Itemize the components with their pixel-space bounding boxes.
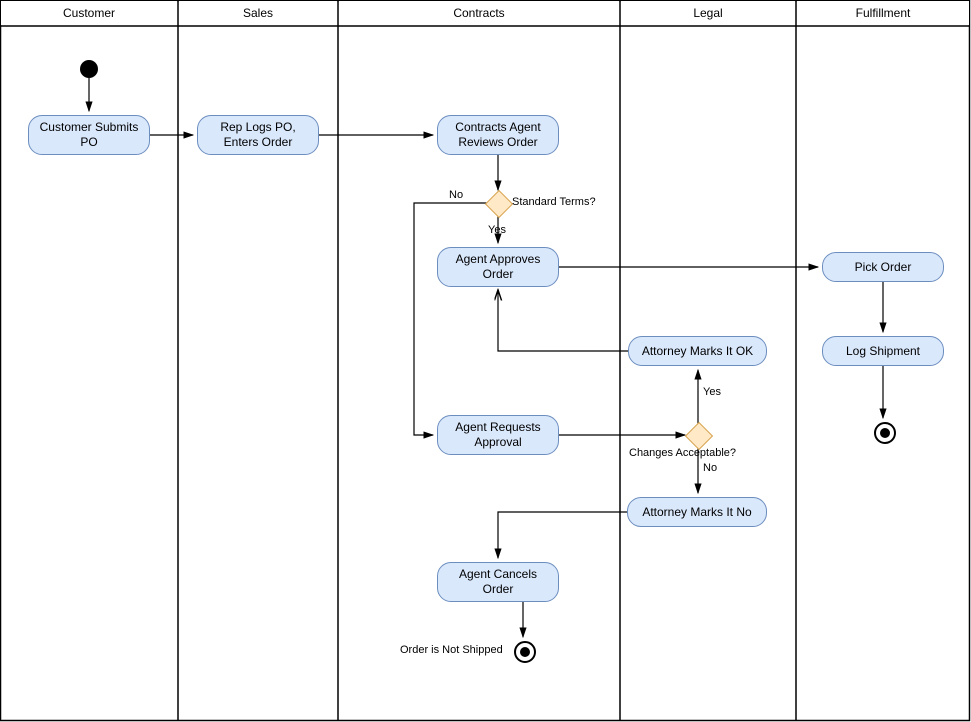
node-marks-ok: Attorney Marks It OK xyxy=(628,336,767,366)
label-no-1: No xyxy=(449,189,463,201)
end-node-fulfillment xyxy=(874,422,896,444)
start-node xyxy=(80,60,98,78)
label-standard-terms: Standard Terms? xyxy=(512,196,596,208)
lane-header-customer: Customer xyxy=(1,1,177,25)
swimlane-diagram: Customer Sales Contracts Legal Fulfillme… xyxy=(0,0,971,722)
label-yes-2: Yes xyxy=(703,386,721,398)
lane-header-sales: Sales xyxy=(179,1,337,25)
node-customer-submits: Customer Submits PO xyxy=(28,115,150,155)
node-marks-no: Attorney Marks It No xyxy=(627,497,767,527)
node-cancel-order: Agent Cancels Order xyxy=(437,562,559,602)
label-no-2: No xyxy=(703,462,717,474)
node-approve-order: Agent Approves Order xyxy=(437,247,559,287)
node-requests-approval: Agent Requests Approval xyxy=(437,415,559,455)
node-pick-order: Pick Order xyxy=(822,252,944,282)
lane-header-fulfillment: Fulfillment xyxy=(797,1,969,25)
label-not-shipped: Order is Not Shipped xyxy=(400,644,503,656)
lane-header-contracts: Contracts xyxy=(339,1,619,25)
end-node-not-shipped xyxy=(514,641,536,663)
node-review-order: Contracts Agent Reviews Order xyxy=(437,115,559,155)
lane-header-legal: Legal xyxy=(621,1,795,25)
label-yes-1: Yes xyxy=(488,224,506,236)
label-changes-acceptable: Changes Acceptable? xyxy=(629,447,736,459)
node-rep-logs: Rep Logs PO, Enters Order xyxy=(197,115,319,155)
node-log-shipment: Log Shipment xyxy=(822,336,944,366)
